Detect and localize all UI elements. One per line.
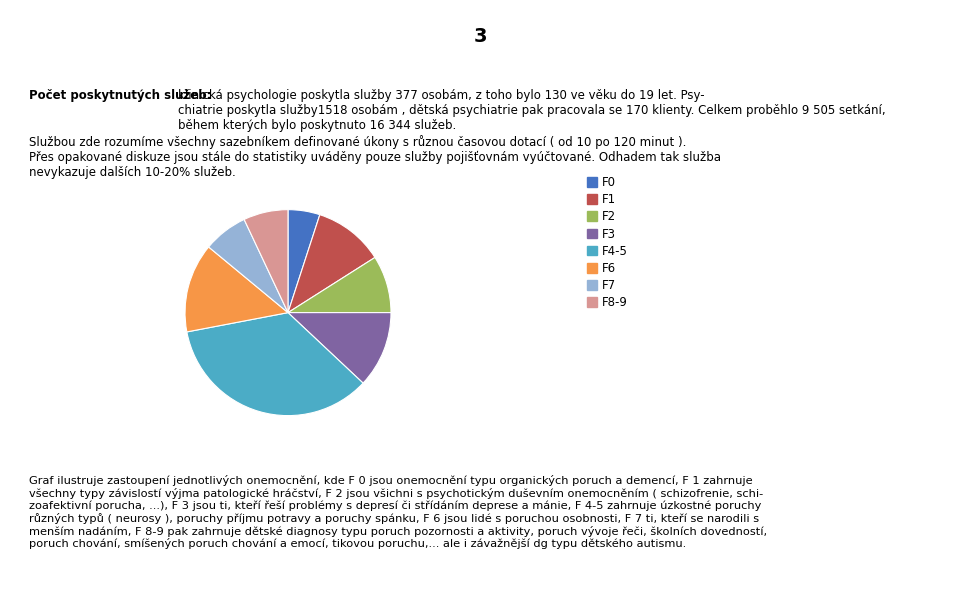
Text: klinická psychologie poskytla služby 377 osobám, z toho bylo 130 ve věku do 19 l: klinická psychologie poskytla služby 377… — [178, 89, 885, 132]
Wedge shape — [187, 313, 363, 416]
Wedge shape — [288, 313, 391, 383]
Wedge shape — [288, 215, 375, 313]
Text: Počet poskytnutých služeb:: Počet poskytnutých služeb: — [29, 89, 215, 102]
Text: RIAPS TRUTNOV: RIAPS TRUTNOV — [778, 28, 941, 46]
Text: Výroční zpráva 2011: Výroční zpráva 2011 — [19, 28, 226, 46]
Text: Službou zde rozumíme všechny sazebníkem definované úkony s různou časovou dotací: Službou zde rozumíme všechny sazebníkem … — [29, 135, 721, 179]
Wedge shape — [288, 210, 320, 313]
Wedge shape — [208, 219, 288, 313]
Wedge shape — [288, 257, 391, 313]
Legend: F0, F1, F2, F3, F4-5, F6, F7, F8-9: F0, F1, F2, F3, F4-5, F6, F7, F8-9 — [582, 172, 633, 314]
Wedge shape — [244, 210, 288, 313]
Wedge shape — [185, 247, 288, 332]
Text: 3: 3 — [473, 28, 487, 46]
Bar — [422, 4, 538, 70]
Text: Graf ilustruje zastoupení jednotlivých onemocnění, kde F 0 jsou onemocnění typu : Graf ilustruje zastoupení jednotlivých o… — [29, 475, 767, 549]
